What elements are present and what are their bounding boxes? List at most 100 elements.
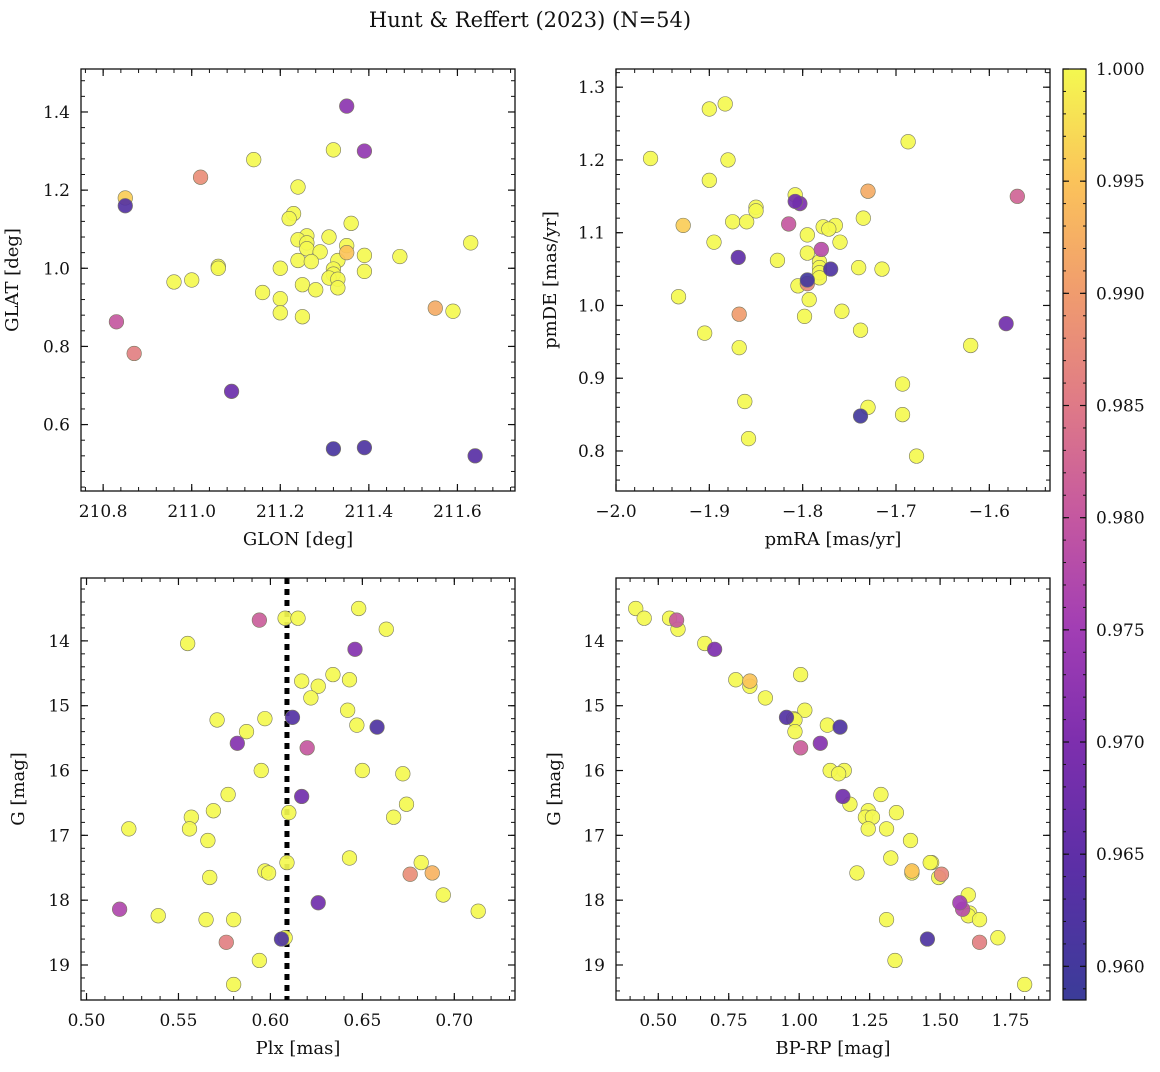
x-tick-label: −2.0 (595, 502, 636, 522)
data-point (277, 610, 293, 626)
y-tick-label: 16 (583, 762, 605, 782)
data-point (226, 912, 242, 928)
data-point (971, 912, 988, 928)
data-point (706, 234, 722, 250)
y-tick-label: 1.2 (43, 181, 70, 201)
y-tick-label: 0.9 (578, 369, 605, 389)
x-tick-label: 0.75 (710, 1011, 748, 1031)
x-tick-label: 0.70 (435, 1011, 473, 1031)
data-point (303, 254, 319, 270)
data-point (883, 850, 899, 866)
data-point (354, 762, 370, 779)
colorbar-tick-label: 0.980 (1096, 509, 1145, 529)
y-axis-label: G [mag] (544, 752, 565, 825)
data-point (413, 854, 429, 871)
data-point (257, 711, 273, 727)
data-point (330, 280, 346, 296)
data-point (220, 786, 236, 803)
data-point (435, 887, 451, 903)
data-point (126, 345, 142, 362)
data-point (971, 934, 988, 950)
figure-title: Hunt & Reffert (2023) (N=54) (369, 8, 691, 32)
panel-glon-glat: 210.8 211.0 211.2 211.4 211.6 0.6 0.8 1.0 1.2 1.4… (2, 68, 516, 550)
data-point (717, 96, 733, 112)
data-point (246, 152, 262, 168)
data-point (470, 903, 486, 919)
data-point (150, 908, 166, 924)
y-tick-label: 0.6 (43, 416, 70, 436)
y-tick-label: 15 (48, 697, 70, 717)
data-point (701, 101, 717, 117)
data-point (218, 934, 234, 950)
data-point (205, 803, 222, 819)
data-point (356, 143, 373, 159)
data-point (424, 865, 440, 881)
data-point (748, 203, 764, 219)
data-point (902, 832, 919, 849)
data-point (339, 245, 355, 261)
data-point (251, 952, 267, 969)
data-point (112, 901, 128, 917)
colorbar-tick-label: 0.960 (1096, 957, 1145, 977)
data-point (792, 666, 809, 683)
data-point (121, 821, 137, 837)
data-point (310, 895, 326, 911)
data-point (369, 719, 385, 735)
data-point (294, 277, 311, 293)
y-tick-label: 14 (48, 632, 70, 652)
data-point (200, 832, 216, 849)
plot-frame (80, 577, 516, 1001)
data-point (398, 796, 415, 812)
y-axis-label: GLAT [deg] (2, 228, 23, 332)
x-tick-label: 0.50 (68, 1011, 106, 1031)
x-tick-label: 0.55 (160, 1011, 198, 1031)
data-point (341, 850, 358, 866)
data-point (852, 408, 869, 424)
panel-bprp-g: 0.50 0.75 1.00 1.25 1.50 1.75 14 15 16 17 18 19 BP-R… (544, 577, 1051, 1059)
y-axis-label: pmDE [mas/yr] (540, 211, 561, 349)
data-point (356, 440, 373, 456)
colorbar-gradient (1062, 68, 1087, 1001)
x-axis-label: GLON [deg] (243, 529, 353, 550)
data-point (725, 214, 741, 230)
data-point (796, 308, 813, 324)
y-tick-label: 15 (583, 697, 605, 717)
data-point (728, 672, 744, 688)
data-point (343, 215, 359, 231)
y-tick-label: 1.4 (43, 103, 70, 123)
x-tick-label: −1.9 (689, 502, 730, 522)
data-point (933, 866, 950, 882)
data-point (952, 895, 968, 911)
data-point (223, 383, 240, 399)
data-point (467, 448, 483, 464)
data-point (799, 272, 815, 288)
data-point (904, 863, 920, 879)
data-point (427, 300, 443, 316)
data-point (860, 821, 876, 837)
x-tick-label: 211.0 (167, 502, 216, 522)
colorbar: 0.960 0.965 0.970 0.975 0.980 0.985 0.990 0.995… (1062, 60, 1145, 1001)
data-point (812, 735, 828, 751)
data-point (701, 172, 717, 188)
data-point (321, 229, 337, 245)
data-point (272, 260, 288, 276)
x-tick-label: 211.6 (433, 502, 482, 522)
data-point (356, 263, 373, 280)
data-point (799, 227, 815, 243)
data-point (392, 248, 408, 265)
data-point (787, 724, 803, 740)
data-point (299, 241, 315, 257)
x-tick-label: 1.00 (780, 1011, 818, 1031)
data-point (226, 976, 242, 993)
data-point (325, 142, 342, 158)
data-point (998, 316, 1014, 332)
y-tick-label: 0.8 (578, 442, 605, 462)
data-point (284, 709, 301, 725)
data-point (395, 766, 411, 782)
y-tick-label: 1.0 (578, 296, 605, 316)
data-point (787, 193, 803, 210)
data-point (720, 152, 736, 168)
data-point (198, 912, 214, 928)
y-tick-label: 14 (583, 632, 605, 652)
data-point (325, 441, 342, 457)
